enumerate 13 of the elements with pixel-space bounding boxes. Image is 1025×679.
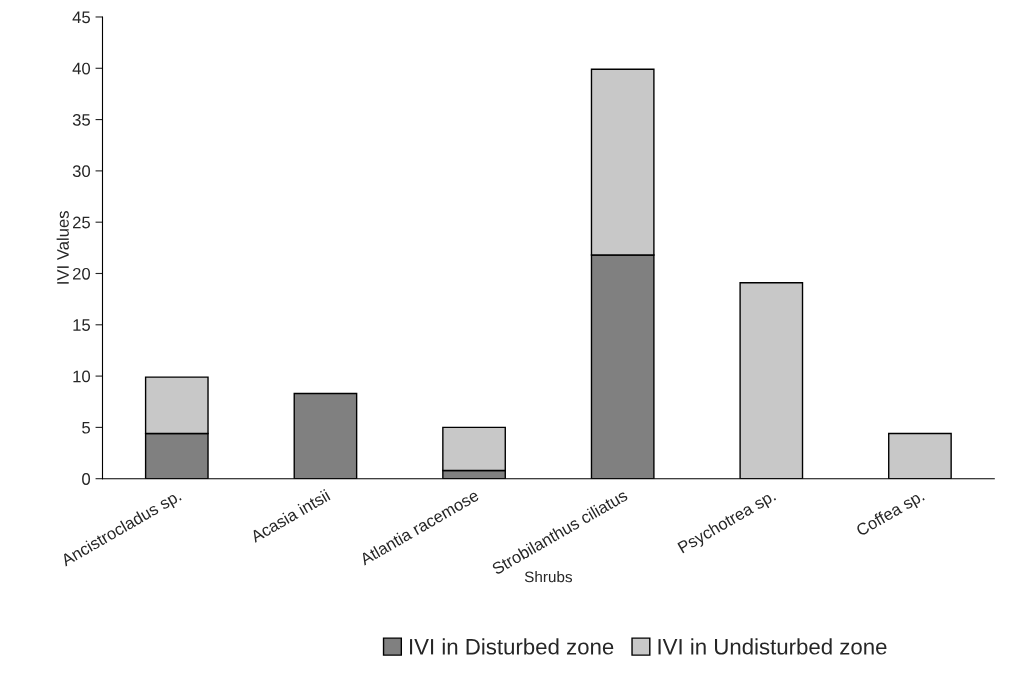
- y-tick-label: 45: [72, 11, 90, 24]
- legend-label: IVI in Undisturbed zone: [658, 638, 887, 655]
- y-axis-title: IVI Values: [56, 211, 69, 284]
- y-tick-label: 5: [82, 421, 90, 434]
- legend-label: IVI in Disturbed zone: [410, 638, 614, 655]
- y-tick-label: 15: [73, 319, 90, 331]
- y-tick-label: 40: [72, 62, 91, 75]
- y-tick-label: 35: [72, 113, 90, 126]
- y-tick-label: 0: [82, 473, 91, 485]
- y-tick-label: 30: [72, 165, 91, 178]
- y-tick-label: 25: [73, 216, 90, 229]
- y-tick-label: 10: [73, 370, 91, 383]
- y-tick-label: 20: [73, 267, 91, 280]
